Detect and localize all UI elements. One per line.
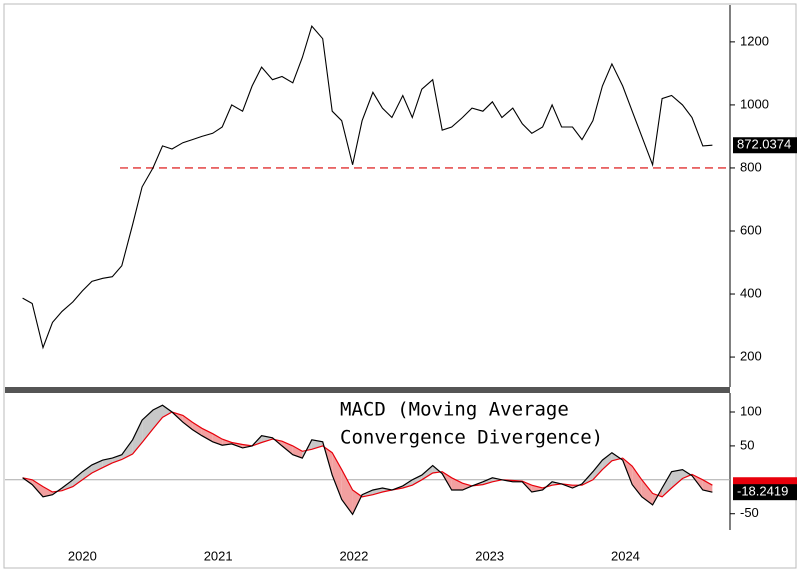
divergence-fill — [311, 439, 323, 450]
y-tick-label: -50 — [740, 505, 759, 520]
divergence-fill — [192, 422, 202, 436]
last-value-tag — [733, 484, 797, 501]
last-value-label: -18.2419 — [737, 484, 788, 499]
divergence-fill — [162, 405, 172, 418]
series-line — [22, 24, 713, 350]
y-tick-label: 600 — [740, 222, 762, 237]
x-tick-label: 2022 — [339, 548, 368, 563]
divergence-fill — [332, 452, 342, 500]
series-line — [22, 411, 713, 498]
y-tick-label: 100 — [740, 403, 762, 418]
x-tick-label: 2021 — [204, 548, 233, 563]
last-value-tag — [733, 137, 797, 154]
divergence-fill — [451, 477, 463, 490]
y-tick-label: 1200 — [740, 33, 769, 48]
divergence-fill — [102, 458, 113, 468]
divergence-fill — [682, 469, 692, 479]
divergence-fill — [662, 471, 672, 497]
divergence-fill — [702, 479, 713, 493]
divergence-fill — [632, 466, 642, 497]
divergence-fill — [671, 469, 683, 488]
y-tick-label: 200 — [740, 348, 762, 363]
divergence-fill — [462, 483, 473, 490]
x-tick-label: 2024 — [611, 548, 640, 563]
macd-title: MACD (Moving Average — [340, 399, 569, 421]
y-tick-label: 400 — [740, 285, 762, 300]
divergence-fill — [412, 475, 422, 486]
y-tick-label: 1000 — [740, 96, 769, 111]
macd-title: Convergence Divergence) — [340, 427, 603, 449]
divergence-fill — [32, 479, 44, 497]
divergence-fill — [82, 464, 92, 480]
divergence-fill — [182, 415, 193, 430]
panel-separator — [5, 387, 730, 393]
divergence-fill — [201, 428, 213, 442]
y-tick-label: 50 — [740, 437, 754, 452]
divergence-fill — [482, 477, 493, 485]
divergence-fill — [602, 452, 612, 470]
x-tick-label: 2023 — [475, 548, 504, 563]
y-tick-label: 800 — [740, 159, 762, 174]
last-value-label: 872.0374 — [737, 137, 791, 152]
divergence-fill — [302, 439, 312, 459]
divergence-fill — [112, 454, 122, 463]
series-line — [22, 404, 713, 516]
divergence-fill — [121, 439, 133, 460]
divergence-fill — [72, 471, 83, 487]
divergence-fill — [91, 460, 103, 474]
divergence-fill — [132, 420, 143, 455]
divergence-fill — [43, 486, 53, 497]
x-tick-label: 2020 — [68, 548, 97, 563]
divergence-fill — [152, 405, 163, 429]
divergence-fill — [592, 460, 603, 480]
divergence-fill — [421, 465, 433, 480]
divergence-fill — [281, 441, 293, 455]
